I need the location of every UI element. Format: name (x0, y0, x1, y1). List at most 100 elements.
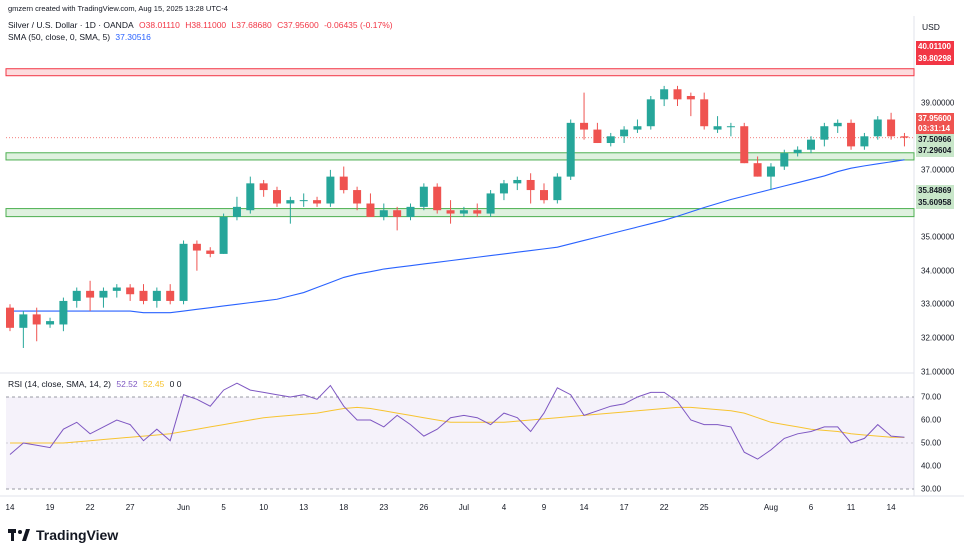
candle-body (192, 243, 201, 251)
candle-body (473, 210, 482, 214)
candle-body (232, 206, 241, 217)
support2-top-label: 35.84869 (916, 185, 954, 197)
price-tick: 34.00000 (921, 266, 955, 276)
candle-body (259, 183, 268, 191)
time-tick: Jul (458, 503, 470, 512)
last-price-label: 37.95600 (916, 113, 954, 125)
sma-value: 37.30516 (115, 32, 151, 42)
sma-label: SMA (50, close, 0, SMA, 5) (8, 32, 111, 42)
time-tick: 5 (221, 503, 226, 512)
candle-body (219, 216, 228, 254)
candle-body (299, 200, 308, 202)
candle-body (179, 243, 188, 301)
candle-body (873, 119, 882, 137)
candle-body (713, 126, 722, 130)
time-tick: 14 (886, 503, 896, 512)
candle-body (726, 126, 735, 128)
candle-body (326, 176, 335, 204)
candle-body (379, 210, 388, 217)
candle-body (847, 122, 856, 147)
symbol-legend[interactable]: Silver / U.S. Dollar · 1D · OANDA O38.01… (8, 20, 396, 31)
candle-body (860, 136, 869, 147)
time-tick: 25 (699, 503, 709, 512)
candle-body (620, 129, 629, 137)
attribution-text: gmzern created with TradingView.com, Aug… (8, 4, 228, 13)
rsi-label: RSI (14, close, SMA, 14, 2) (8, 379, 111, 389)
rsi-extra: 0 0 (169, 379, 182, 389)
rsi-tick: 40.00 (921, 461, 942, 471)
symbol-name: Silver / U.S. Dollar · 1D · OANDA (8, 20, 134, 30)
rsi-tick: 30.00 (921, 484, 942, 494)
time-tick: 22 (85, 503, 95, 512)
rsi-legend[interactable]: RSI (14, close, SMA, 14, 2) 52.52 52.45 … (8, 379, 185, 390)
support1-top-label: 37.50966 (916, 134, 954, 146)
time-tick: 19 (45, 503, 55, 512)
tradingview-logo[interactable]: TradingView (8, 527, 118, 543)
candle-body (780, 153, 789, 167)
rsi-value: 52.52 (116, 379, 138, 389)
time-tick: Jun (177, 503, 190, 512)
candle-body (673, 89, 682, 100)
support1-bottom-label: 37.29604 (916, 145, 954, 157)
attribution: gmzern created with TradingView.com, Aug… (8, 3, 231, 14)
candle-body (540, 190, 548, 201)
candle-body (6, 307, 14, 328)
candle-body (313, 200, 322, 204)
rsi-tick: 50.00 (921, 438, 942, 448)
price-tick: 31.00000 (921, 367, 955, 376)
sma-legend[interactable]: SMA (50, close, 0, SMA, 5) 37.30516 (8, 32, 154, 43)
candle-body (19, 314, 28, 328)
time-tick: 27 (125, 503, 135, 512)
candle-body (99, 290, 108, 298)
low-value: L37.68680 (231, 20, 272, 30)
resistance-bottom-label: 39.80298 (916, 53, 954, 65)
time-tick: Aug (763, 503, 779, 512)
candle-body (793, 149, 802, 154)
candle-body (459, 210, 468, 214)
candle-body (126, 287, 135, 295)
price-tick: 39.00000 (921, 98, 955, 108)
currency-label: USD (922, 22, 940, 32)
candle-body (86, 290, 95, 298)
open-value: O38.01110 (139, 20, 180, 30)
candle-body (406, 206, 415, 217)
candle-body (393, 210, 402, 217)
resistance-top-label: 40.01100 (916, 41, 954, 53)
candle-body (553, 176, 562, 201)
time-tick: 17 (619, 503, 629, 512)
time-tick: 14 (579, 503, 589, 512)
candle-body (526, 179, 535, 191)
candle-body (486, 193, 495, 214)
candle-body (513, 179, 522, 184)
candle-body (660, 89, 669, 100)
change-value: -0.06435 (-0.17%) (324, 20, 393, 30)
candle-body (419, 186, 428, 207)
candle-body (580, 122, 589, 130)
time-tick: 26 (419, 503, 429, 512)
brand-name: TradingView (36, 527, 119, 543)
support-zone-1 (5, 152, 915, 161)
candle-body (433, 186, 442, 211)
time-tick: 22 (659, 503, 669, 512)
candle-body (566, 122, 575, 177)
price-tick: 35.00000 (921, 232, 955, 242)
candle-body (766, 166, 775, 177)
candle-body (139, 290, 148, 301)
candle-body (112, 287, 121, 291)
countdown-label: 03:31:14 (916, 123, 954, 135)
price-tick: 32.00000 (921, 333, 955, 343)
time-tick: 18 (339, 503, 349, 512)
candle-body (740, 126, 749, 164)
high-value: H38.11000 (185, 20, 227, 30)
candle-body (887, 119, 896, 137)
rsi-tick: 70.00 (921, 392, 942, 402)
candle-body (633, 126, 642, 130)
time-tick: 4 (501, 503, 507, 512)
candle-body (152, 290, 161, 301)
candle-body (446, 210, 455, 214)
candle-body (807, 139, 815, 150)
candle-body (499, 183, 508, 194)
time-tick: 6 (808, 503, 814, 512)
rsi-ma-value: 52.45 (143, 379, 165, 389)
